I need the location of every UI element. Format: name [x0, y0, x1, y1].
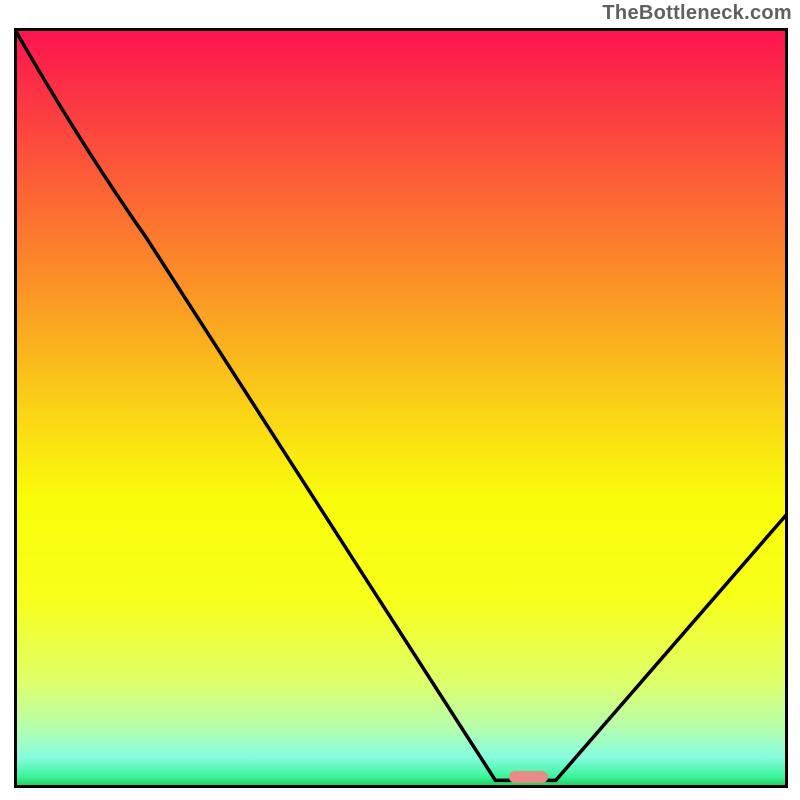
bottleneck-chart [14, 28, 788, 788]
watermark-text: TheBottleneck.com [602, 2, 792, 25]
chart-svg [14, 28, 788, 788]
optimal-marker [509, 771, 548, 783]
gradient-background [14, 28, 788, 788]
